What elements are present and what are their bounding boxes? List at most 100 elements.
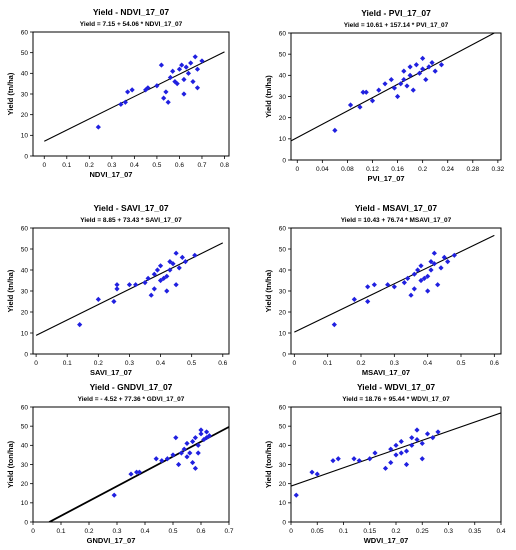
data-point — [365, 298, 371, 305]
y-tick-label: 30 — [279, 462, 287, 469]
y-axis-label: Yield (tn/ha) — [264, 75, 273, 118]
data-point — [198, 431, 204, 437]
x-tick-label: 0.32 — [492, 166, 505, 173]
data-point — [376, 87, 382, 93]
data-point — [192, 252, 198, 258]
data-point — [176, 66, 183, 72]
data-point — [164, 273, 170, 279]
data-point — [174, 81, 180, 87]
x-tick-label: 0.24 — [441, 166, 454, 173]
data-point — [420, 55, 426, 61]
data-point — [424, 431, 431, 437]
x-tick-label: 0.5 — [152, 162, 161, 169]
data-point — [403, 461, 410, 468]
x-tick-label: 0.2 — [85, 162, 94, 169]
chart-title: Yield - WDVI_17_07 — [357, 382, 435, 392]
regression-equation: Yield = 18.76 + 95.44 * WDVI_17_07 — [342, 396, 450, 403]
panel-6: Yield - WDVI_17_07 Yield = 18.76 + 95.44 … — [264, 382, 506, 545]
data-point — [192, 435, 198, 441]
data-point — [111, 492, 117, 498]
x-tick-label: 0 — [34, 360, 38, 367]
x-tick-label: 0.7 — [224, 528, 233, 535]
data-point — [151, 286, 157, 292]
data-point — [398, 81, 404, 87]
data-point — [360, 89, 366, 95]
data-point — [181, 91, 187, 97]
data-point — [407, 72, 413, 78]
y-tick-label: 40 — [279, 267, 287, 274]
y-tick-label: 0 — [282, 157, 286, 164]
data-point — [407, 64, 413, 70]
y-tick-label: 10 — [21, 330, 29, 337]
plot-area — [291, 412, 501, 498]
data-point — [126, 282, 133, 288]
data-point — [195, 450, 201, 456]
data-point — [199, 58, 205, 64]
data-point — [331, 322, 337, 328]
data-point — [173, 282, 179, 288]
x-tick-label: 0.5 — [168, 528, 177, 535]
data-point — [181, 446, 187, 452]
data-point — [382, 81, 388, 87]
regression-line — [291, 412, 501, 487]
regression-equation: Yield = 7.15 + 54.06 * NDVI_17_07 — [80, 21, 183, 28]
y-tick-label: 50 — [21, 246, 29, 253]
data-point — [192, 465, 198, 471]
data-point — [206, 433, 212, 439]
y-tick-label: 0 — [282, 351, 286, 358]
data-point — [332, 127, 338, 133]
data-point — [435, 429, 441, 435]
x-tick-label: 0 — [295, 166, 299, 173]
data-point — [404, 83, 410, 89]
data-point — [118, 101, 124, 107]
data-point — [415, 267, 421, 273]
data-point — [179, 62, 185, 68]
data-point — [438, 265, 444, 271]
x-tick-label: 0.1 — [56, 528, 65, 535]
data-point — [393, 442, 399, 448]
data-point — [184, 440, 190, 447]
y-axis-label: Yield (ton/ha) — [6, 440, 15, 488]
data-point — [405, 275, 411, 281]
data-point — [153, 456, 159, 462]
x-tick-label: 0.2 — [84, 528, 93, 535]
data-point — [421, 275, 427, 281]
x-tick-label: 0.1 — [63, 360, 72, 367]
x-tick-label: 0.5 — [187, 360, 196, 367]
x-tick-label: 0 — [293, 360, 297, 367]
data-point — [148, 292, 154, 298]
x-tick-label: 0.6 — [218, 360, 227, 367]
regression-equation: Yield = - 4.52 + 77.36 * GDVI_17_07 — [78, 396, 185, 403]
data-point — [309, 469, 315, 475]
data-point — [451, 252, 457, 258]
data-point — [411, 271, 417, 277]
data-point — [414, 427, 420, 433]
chart-title: Yield - NDVI_17_07 — [93, 7, 169, 17]
y-tick-label: 50 — [21, 423, 29, 430]
data-point — [161, 95, 167, 101]
y-tick-label: 20 — [21, 309, 29, 316]
x-tick-label: 0.4 — [130, 162, 139, 169]
data-point — [441, 254, 447, 260]
data-point — [163, 89, 169, 95]
y-tick-label: 40 — [21, 267, 29, 274]
y-tick-label: 40 — [279, 73, 287, 80]
x-axis-label: SAVI_17_07 — [90, 368, 132, 377]
y-tick-label: 30 — [279, 94, 287, 101]
data-point — [425, 273, 431, 279]
x-tick-label: 0.1 — [339, 528, 348, 535]
x-tick-label: 0.16 — [391, 166, 404, 173]
data-point — [145, 275, 151, 281]
data-point — [409, 442, 415, 448]
x-tick-label: 0.8 — [220, 162, 229, 169]
y-tick-label: 50 — [279, 246, 287, 253]
data-point — [382, 465, 389, 471]
data-point — [423, 76, 429, 83]
data-point — [426, 64, 432, 70]
y-tick-label: 20 — [21, 481, 29, 488]
data-point — [425, 288, 431, 294]
y-tick-label: 50 — [21, 50, 29, 57]
x-axis-label: MSAVI_17_07 — [362, 368, 410, 377]
data-point — [195, 442, 201, 448]
data-point — [388, 459, 394, 466]
